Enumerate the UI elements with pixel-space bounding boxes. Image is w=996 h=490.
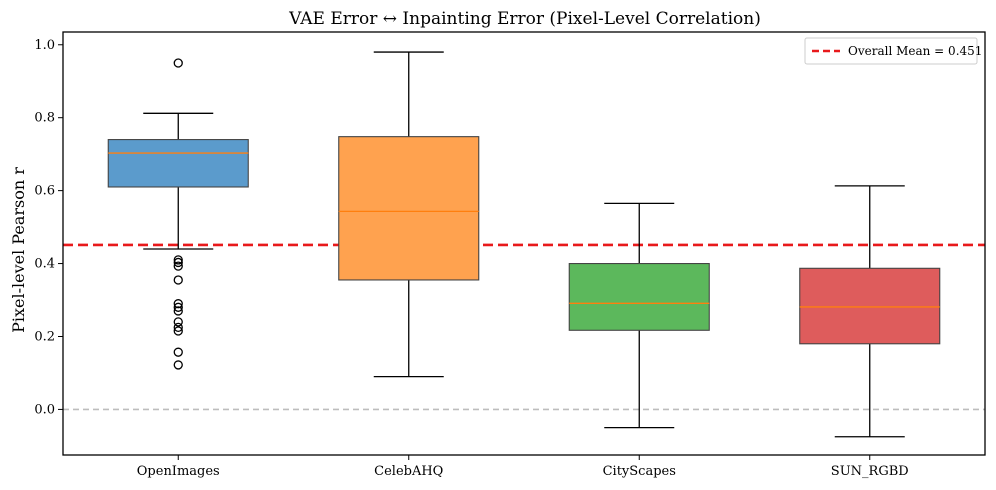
- legend: Overall Mean = 0.451: [804, 37, 982, 65]
- outlier-point: [173, 255, 183, 265]
- outlier-point: [173, 360, 183, 370]
- y-tick-label: 0.0: [34, 402, 55, 417]
- outlier-point: [173, 299, 183, 309]
- y-tick-label: 0.8: [34, 111, 55, 126]
- legend-mean-label: Overall Mean = 0.451: [848, 44, 982, 58]
- outlier-point: [173, 257, 183, 268]
- y-tick-label: 0.6: [34, 184, 55, 199]
- outlier-point: [173, 302, 183, 312]
- y-tick-label: 1.0: [34, 38, 55, 53]
- box-sun-rgbd: [799, 267, 941, 345]
- outlier-point: [173, 306, 183, 316]
- box-openimages: [107, 139, 249, 188]
- legend-box: [804, 37, 978, 65]
- outlier-point: [173, 322, 183, 333]
- x-tick-label: OpenImages: [137, 464, 220, 479]
- y-axis-label: Pixel-level Pearson r: [9, 167, 28, 333]
- outlier-point: [173, 261, 183, 271]
- box-cityscapes: [568, 263, 710, 331]
- x-tick-label: CityScapes: [603, 464, 676, 479]
- outlier-point: [173, 326, 183, 336]
- box-celebahq: [338, 136, 480, 281]
- outlier-point: [173, 58, 183, 68]
- x-tick-label: CelebAHQ: [374, 464, 443, 479]
- x-tick-label: SUN_RGBD: [831, 464, 909, 479]
- axes-frame: [62, 31, 986, 456]
- y-tick-label: 0.4: [34, 257, 55, 272]
- outlier-point: [173, 275, 183, 285]
- chart-title: VAE Error ↔ Inpainting Error (Pixel-Leve…: [288, 9, 761, 29]
- y-tick-label: 0.2: [34, 329, 55, 344]
- outlier-point: [173, 317, 183, 327]
- plot-area: 0.0 0.2 0.4 0.6 0.8 1.0 OpenImages CelebAHQ City…: [34, 31, 986, 479]
- outlier-point: [173, 347, 183, 357]
